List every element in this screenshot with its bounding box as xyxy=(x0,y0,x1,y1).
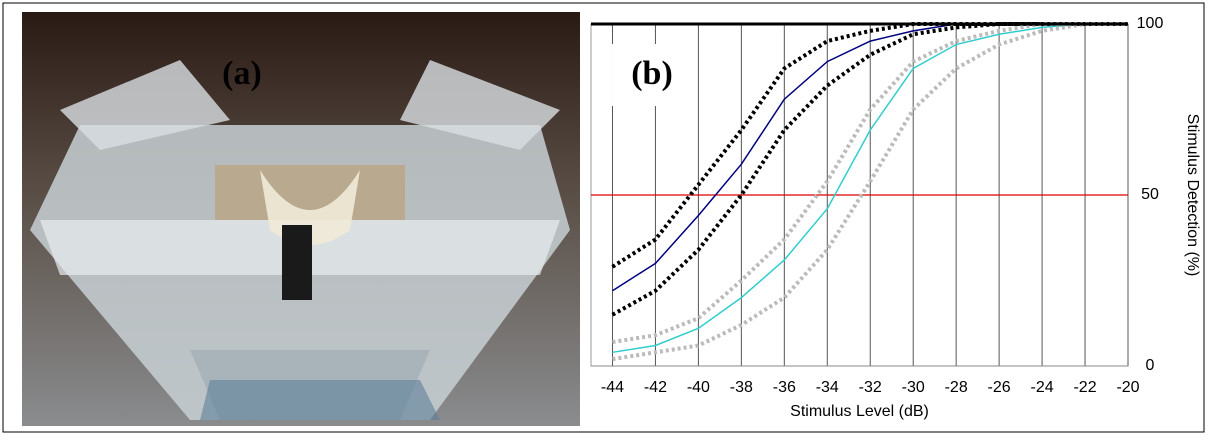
y-tick-label: 100 xyxy=(1137,15,1164,32)
x-tick-label: -38 xyxy=(730,379,753,396)
x-tick-label: -34 xyxy=(816,379,839,396)
x-tick-label: -24 xyxy=(1031,379,1054,396)
x-tick-label: -22 xyxy=(1073,379,1096,396)
x-axis-title: Stimulus Level (dB) xyxy=(790,403,929,420)
chart: -44 -42 -40 -38 -36 -34 -32 -30 -28 -26 -24 -22 -20 0… xyxy=(591,15,1201,420)
x-tick-label: -42 xyxy=(644,379,667,396)
x-tick-label: -40 xyxy=(687,379,710,396)
y-axis-title: Stimulus Detection (%) xyxy=(1184,114,1201,277)
y-tick-label: 0 xyxy=(1146,357,1155,374)
x-tick-label: -32 xyxy=(859,379,882,396)
x-tick-label: -20 xyxy=(1116,379,1139,396)
photo xyxy=(22,12,580,426)
x-tick-label: -36 xyxy=(773,379,796,396)
figure: (a) -44 -42 -40 -38 -36 -34 -32 -30 -28 -26 -24 -22… xyxy=(0,0,1208,436)
x-tick-label: -28 xyxy=(945,379,968,396)
x-tick-label: -44 xyxy=(601,379,624,396)
x-tick-label: -30 xyxy=(902,379,925,396)
photo-label: (a) xyxy=(222,55,262,92)
y-tick-label: 50 xyxy=(1141,186,1159,203)
chart-label: (b) xyxy=(631,55,673,92)
x-tick-label: -26 xyxy=(988,379,1011,396)
